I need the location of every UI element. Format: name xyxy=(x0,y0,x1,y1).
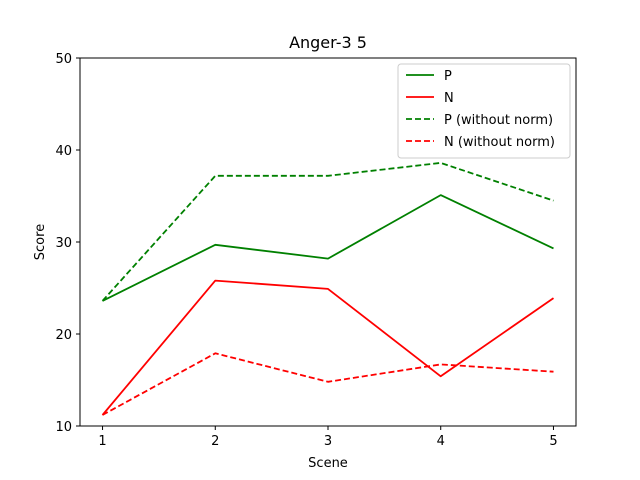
y-tick-label: 30 xyxy=(55,236,72,251)
y-tick-label: 40 xyxy=(55,144,72,159)
legend-label: N xyxy=(444,91,454,106)
series-line xyxy=(102,194,554,302)
y-tick-label: 20 xyxy=(55,328,72,343)
x-tick-label: 2 xyxy=(211,434,219,449)
x-tick-label: 3 xyxy=(324,434,332,449)
x-tick-label: 5 xyxy=(549,434,557,449)
series-line xyxy=(101,279,555,416)
series-group xyxy=(101,161,555,416)
legend-label: P (without norm) xyxy=(444,113,553,128)
x-tick-label: 1 xyxy=(98,434,106,449)
legend: PN P (without norm) N (without norm) xyxy=(397,63,571,159)
y-axis: 10 20 30 40 50 xyxy=(55,52,80,435)
chart-title: Anger-3 5 xyxy=(289,33,367,52)
series-line xyxy=(101,161,554,302)
x-axis: 1 2 3 4 5 xyxy=(98,426,558,449)
legend-label: P xyxy=(444,69,452,84)
y-axis-label: Score xyxy=(33,224,48,260)
y-tick-label: 50 xyxy=(55,52,72,67)
x-axis-label: Scene xyxy=(308,456,348,471)
series-line xyxy=(102,352,554,416)
legend-box xyxy=(397,63,571,159)
x-tick-label: 4 xyxy=(437,434,445,449)
y-tick-label: 10 xyxy=(55,420,72,435)
legend-label: N (without norm) xyxy=(444,135,555,150)
